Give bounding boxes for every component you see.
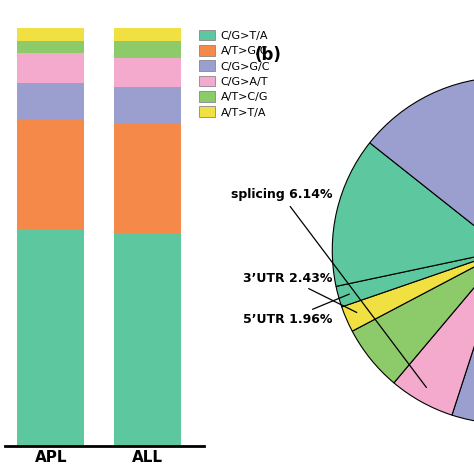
Wedge shape xyxy=(352,250,474,383)
Bar xyxy=(114,41,181,58)
Bar xyxy=(18,120,84,228)
Text: splicing 6.14%: splicing 6.14% xyxy=(231,189,427,387)
Bar xyxy=(18,54,84,82)
Text: 3’UTR 2.43%: 3’UTR 2.43% xyxy=(243,272,357,312)
Wedge shape xyxy=(394,250,474,415)
Bar xyxy=(114,233,181,446)
Wedge shape xyxy=(336,250,474,307)
Wedge shape xyxy=(452,77,474,424)
Bar xyxy=(114,28,181,41)
Bar xyxy=(114,124,181,233)
Bar xyxy=(18,82,84,120)
Bar xyxy=(18,41,84,54)
Bar xyxy=(114,58,181,87)
Bar xyxy=(114,87,181,124)
Wedge shape xyxy=(370,77,474,250)
Wedge shape xyxy=(342,250,474,331)
Text: 5’UTR 1.96%: 5’UTR 1.96% xyxy=(243,294,349,326)
Legend: C/G>T/A, A/T>G/C, C/G>G/C, C/G>A/T, A/T>C/G, A/T>T/A: C/G>T/A, A/T>G/C, C/G>G/C, C/G>A/T, A/T>… xyxy=(200,30,270,118)
Bar xyxy=(18,228,84,446)
Wedge shape xyxy=(332,143,474,286)
Bar xyxy=(18,28,84,41)
Text: (b): (b) xyxy=(255,46,281,64)
